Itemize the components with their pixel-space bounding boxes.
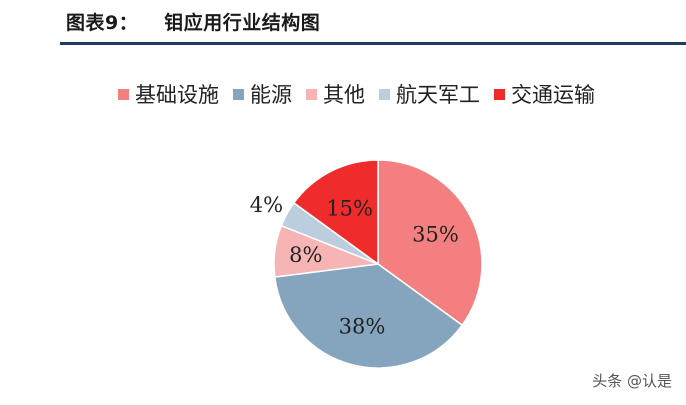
pie-slice (273, 263, 464, 369)
data-label: 35% (412, 223, 459, 247)
legend-swatch (379, 88, 390, 100)
legend-item: 基础设施 (118, 79, 219, 109)
figure-title-text: 钼应用行业结构图 (164, 12, 321, 34)
legend-label: 基础设施 (135, 83, 219, 107)
legend-label: 其他 (323, 83, 365, 107)
legend-item: 其他 (306, 79, 365, 109)
legend-item: 航天军工 (379, 79, 480, 109)
legend-item: 交通运输 (494, 79, 595, 109)
legend-swatch (494, 88, 505, 100)
chart-legend: 基础设施 能源 其他 航天军工 交通运输 (118, 80, 609, 108)
legend-swatch (233, 88, 244, 100)
pie-slice (292, 159, 379, 266)
data-label: 15% (326, 196, 373, 220)
legend-label: 航天军工 (396, 83, 480, 107)
legend-label: 能源 (250, 83, 292, 107)
data-label: 8% (289, 243, 322, 267)
figure-title: 图表9： 钼应用行业结构图 (66, 8, 320, 35)
title-underline (60, 42, 686, 45)
pie-slice (377, 159, 483, 327)
legend-swatch (306, 88, 317, 100)
watermark: 头条 @认是 (592, 372, 672, 390)
data-label: 38% (339, 314, 386, 338)
legend-swatch (118, 88, 129, 100)
legend-label: 交通运输 (511, 83, 595, 107)
figure-number: 图表9： (66, 12, 139, 34)
data-label: 4% (250, 193, 283, 217)
legend-item: 能源 (233, 79, 292, 109)
